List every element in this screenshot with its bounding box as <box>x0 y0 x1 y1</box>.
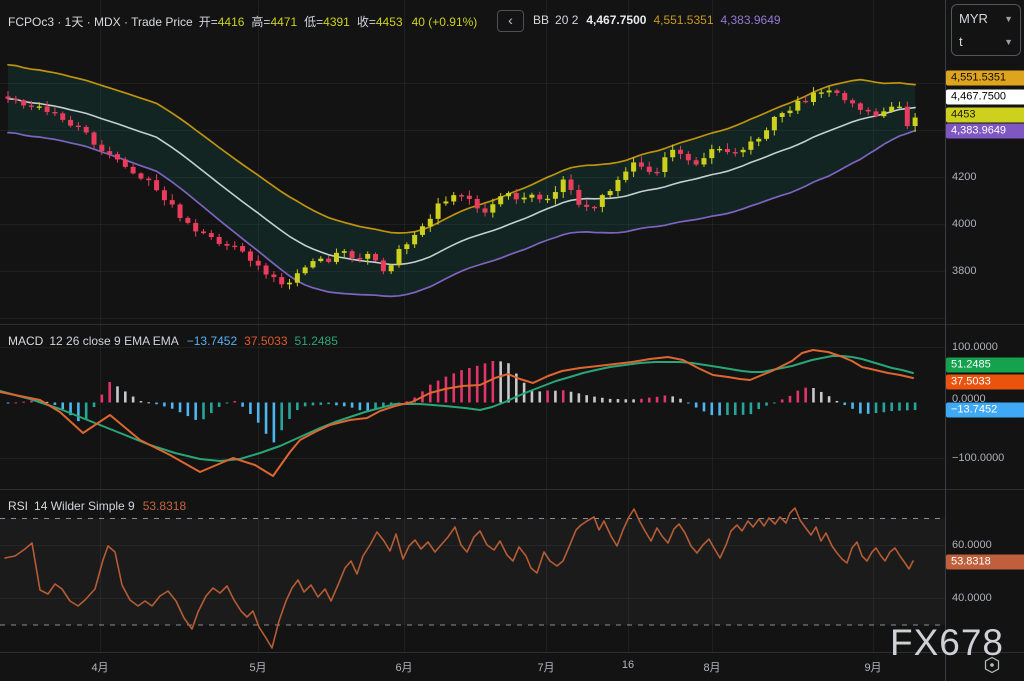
macd-legend-params: 12 26 close 9 EMA EMA <box>49 334 179 348</box>
macd-legend-values: −13.7452 37.5033 51.2485 <box>187 334 345 348</box>
rsi-legend-params: 14 Wilder Simple 9 <box>34 499 135 513</box>
ohlc-label: 低= <box>304 15 324 29</box>
chevron-down-icon: ▼ <box>1004 36 1013 47</box>
bb-legend-params: 20 2 <box>555 13 579 27</box>
currency-value: MYR <box>959 11 988 26</box>
rsi-legend[interactable]: RSI 14 Wilder Simple 9 53.8318 <box>8 499 193 513</box>
legend-value: −13.7452 <box>186 334 238 348</box>
macd-legend-title[interactable]: MACD <box>8 334 44 348</box>
axis-label: 60.0000 <box>952 539 992 551</box>
time-axis-label: 4月 <box>91 662 109 674</box>
change-value: 40 (+0.91%) <box>411 15 478 29</box>
axis-price-badge: 4,551.5351 <box>946 70 1024 86</box>
bb-legend[interactable]: BB 20 2 4,467.7500 4,551.5351 4,383.9649 <box>533 13 788 27</box>
axis-label: 4000 <box>952 218 977 230</box>
axis-price-badge: 53.8318 <box>946 554 1024 570</box>
chevron-down-icon: ▼ <box>1004 13 1013 24</box>
ohlc-value: 4391 <box>323 15 350 29</box>
chevron-left-icon: ‹ <box>508 12 513 28</box>
axis-label: −100.0000 <box>952 452 1005 464</box>
currency-select[interactable]: MYR ▼ <box>959 11 1013 26</box>
legend-value: 4,551.5351 <box>653 13 714 27</box>
axis-price-badge: 51.2485 <box>946 357 1024 373</box>
axis-price-badge: −13.7452 <box>946 402 1024 418</box>
rsi-legend-values: 53.8318 <box>143 499 193 513</box>
ohlc-value: 4416 <box>217 15 245 29</box>
bb-legend-values: 4,467.7500 4,551.5351 4,383.9649 <box>586 13 787 27</box>
bb-legend-title[interactable]: BB <box>533 13 550 27</box>
axis-label: 40.0000 <box>952 592 992 604</box>
time-axis-label: 16 <box>621 659 635 671</box>
legend-value: 53.8318 <box>142 499 187 513</box>
ohlc-value: 4471 <box>270 15 298 29</box>
time-axis-label: 9月 <box>864 662 882 674</box>
legend-value: 37.5033 <box>244 334 288 348</box>
legend-value: 4,467.7500 <box>586 13 647 27</box>
time-axis-label: 5月 <box>249 662 267 674</box>
axis-label: 4200 <box>952 171 977 183</box>
symbol-legend[interactable]: FCPOc3 · 1天 · MDX · Trade Price 开=4416 高=4… <box>8 13 477 30</box>
rsi-legend-title[interactable]: RSI <box>8 499 29 513</box>
macd-legend[interactable]: MACD 12 26 close 9 EMA EMA −13.7452 37.5033… <box>8 334 345 348</box>
ohlc-label: 收= <box>356 15 376 29</box>
axis-price-badge: 4,383.9649 <box>946 123 1024 139</box>
unit-selector: MYR ▼ t ▼ <box>951 4 1021 56</box>
legend-value: 51.2485 <box>294 334 338 348</box>
ohlc-values: 开=4416 高=4471 低=4391 收=4453 <box>199 15 410 29</box>
axis-price-badge: 4,467.7500 <box>946 89 1024 105</box>
ohlc-label: 开= <box>198 15 218 29</box>
time-axis-label: 7月 <box>537 662 555 674</box>
symbol-title[interactable]: FCPOc3 · 1天 · MDX · Trade Price <box>8 15 193 29</box>
time-axis-label: 8月 <box>703 662 721 674</box>
watermark: FX678 <box>890 622 1005 663</box>
axis-settings-icon[interactable] <box>984 656 1000 674</box>
axis-label: 0.0000 <box>952 393 986 405</box>
ohlc-value: 4453 <box>375 15 403 29</box>
axis-price-badge: 37.5033 <box>946 374 1024 390</box>
axis-label: 3800 <box>952 265 977 277</box>
ohlc-label: 高= <box>251 15 271 29</box>
unit-select[interactable]: t ▼ <box>959 34 1013 49</box>
collapse-legend-button[interactable]: ‹ <box>497 10 524 32</box>
axis-label: 100.0000 <box>952 341 998 353</box>
axis-price-badge: 4453 <box>946 107 1024 123</box>
time-axis-label: 6月 <box>395 662 413 674</box>
legend-value: 4,383.9649 <box>720 13 781 27</box>
unit-value: t <box>959 34 963 49</box>
